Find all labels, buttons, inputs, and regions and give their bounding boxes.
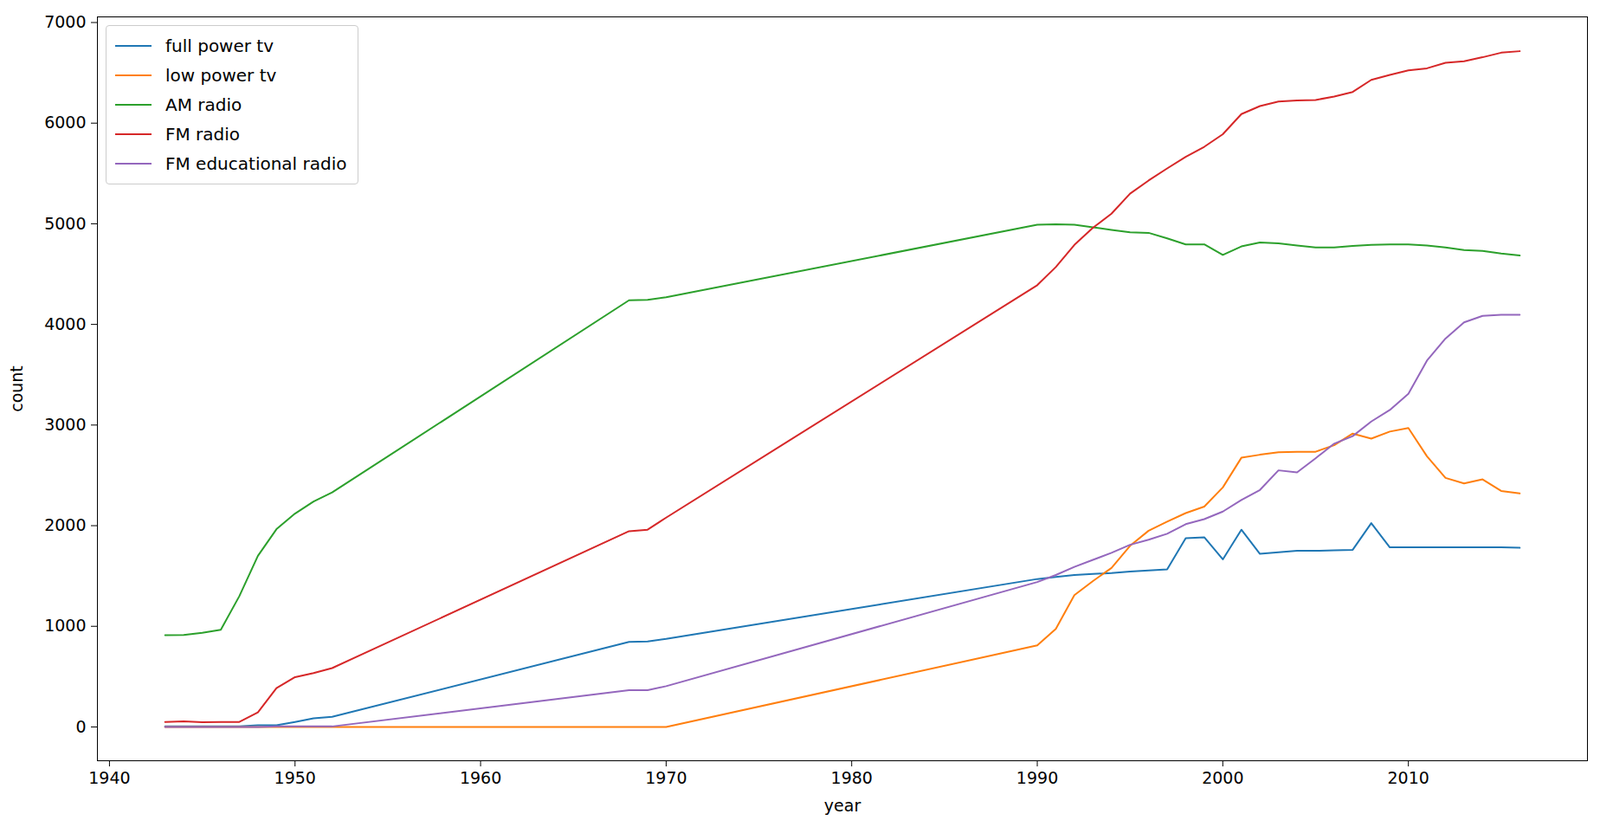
html-text:FM educational radio: FM educational radio [165, 153, 347, 175]
svg-text:1960: 1960 [459, 767, 502, 788]
svg-text:2010: 2010 [1387, 767, 1430, 788]
svg-text:4000: 4000 [44, 314, 86, 334]
svg-text:1990: 1990 [1016, 767, 1059, 788]
html-text:low power tv: low power tv [165, 64, 277, 86]
svg-text:1950: 1950 [274, 767, 317, 788]
svg-text:3000: 3000 [44, 414, 86, 434]
html-text:full power tv: full power tv [165, 35, 274, 57]
svg-text:7000: 7000 [44, 12, 86, 32]
svg-text:2000: 2000 [1201, 767, 1244, 788]
svg-text:0: 0 [75, 716, 86, 736]
svg-text:1980: 1980 [831, 767, 873, 788]
svg-text:6000: 6000 [44, 112, 86, 132]
html-text:AM radio: AM radio [165, 94, 242, 116]
svg-text:count: count [6, 365, 26, 413]
svg-text:2000: 2000 [44, 515, 86, 535]
svg-text:5000: 5000 [44, 213, 86, 233]
html-text:FM radio: FM radio [165, 123, 240, 145]
svg-text:1000: 1000 [44, 615, 86, 635]
svg-text:year: year [824, 795, 862, 815]
svg-text:1970: 1970 [645, 767, 687, 788]
svg-text:1940: 1940 [88, 767, 130, 788]
